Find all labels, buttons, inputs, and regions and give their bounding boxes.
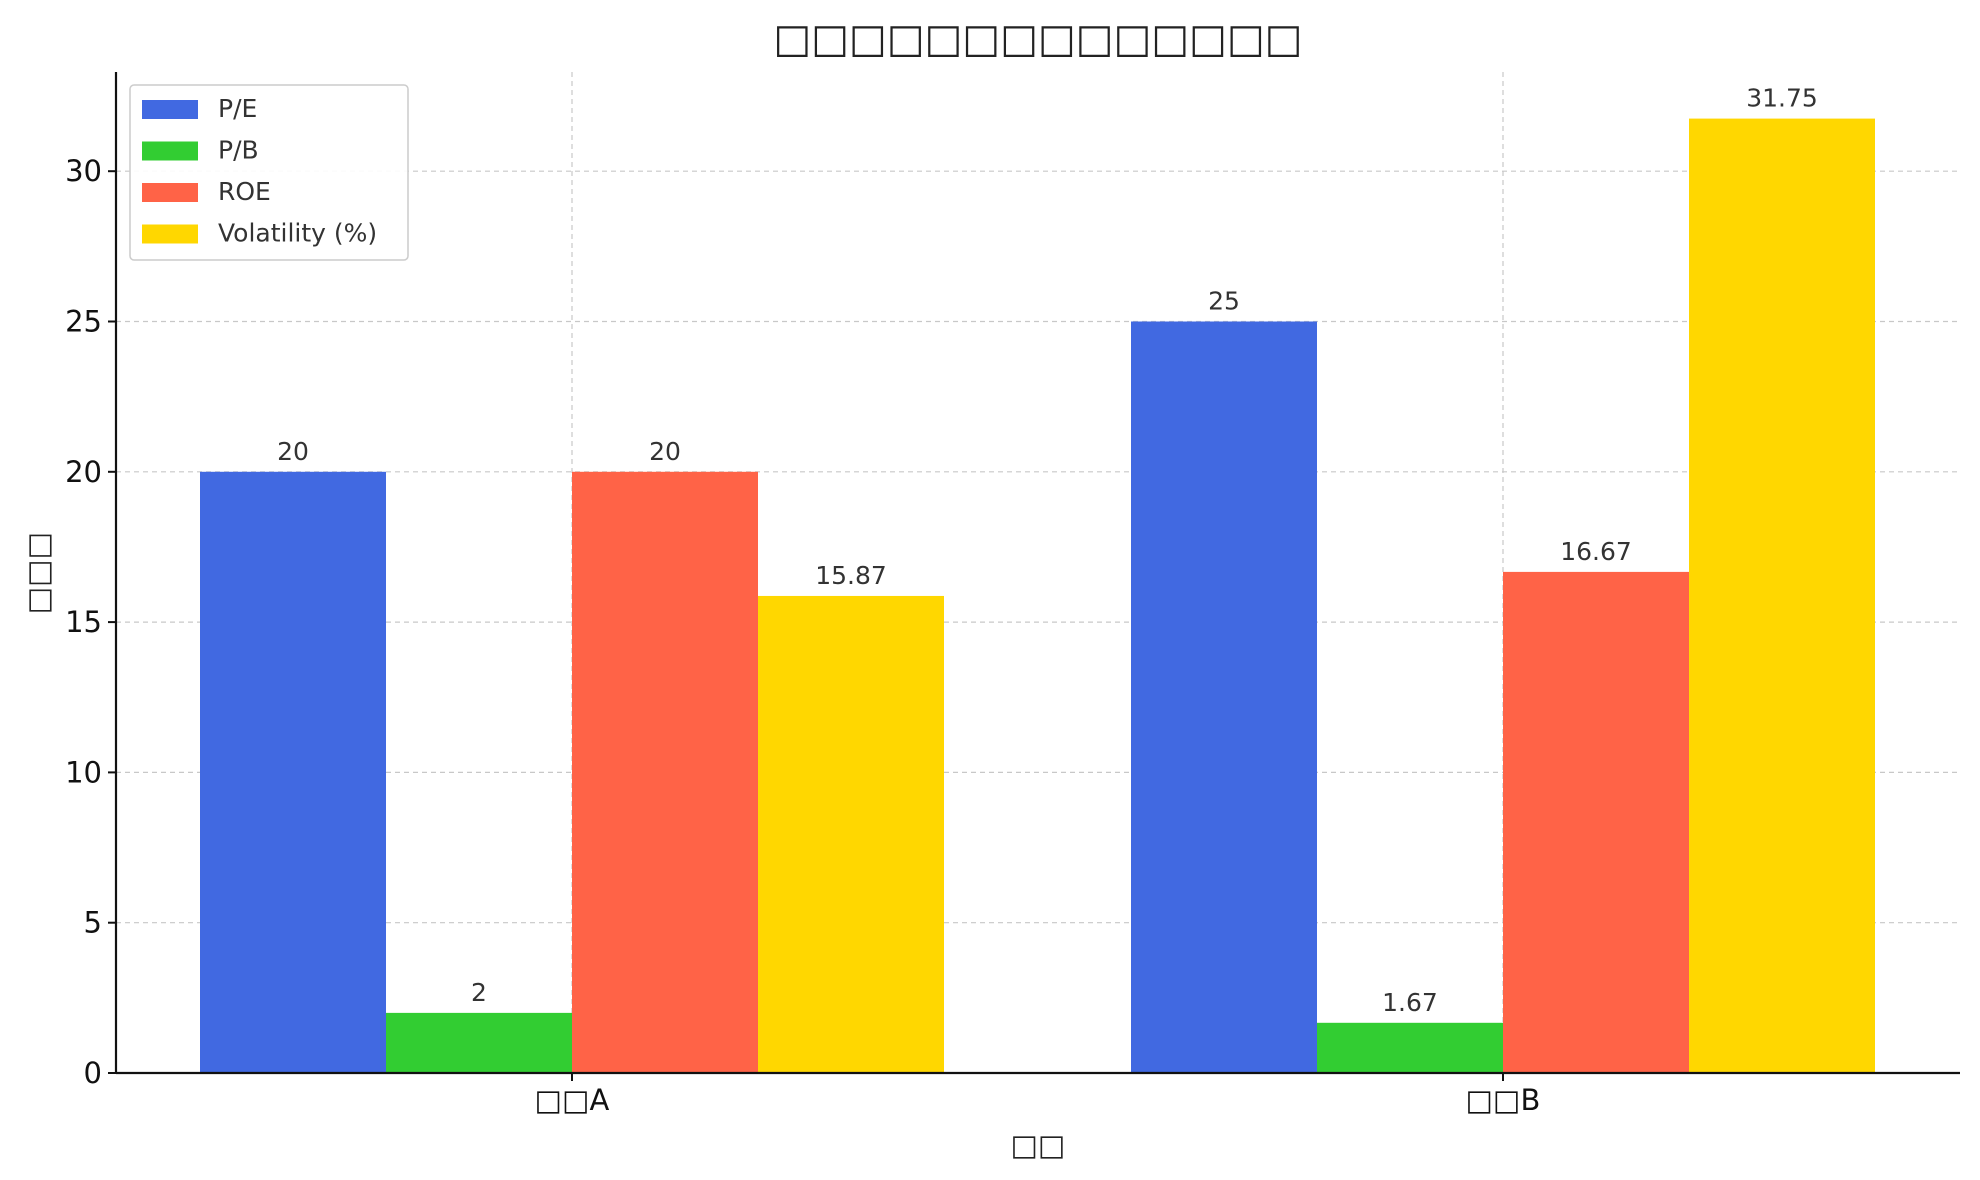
bar-value-label: 20 <box>649 437 681 466</box>
y-tick-label: 10 <box>65 755 102 789</box>
y-tick-label: 5 <box>84 906 102 940</box>
legend-swatch <box>142 224 198 244</box>
axes-layer: 0 5 10 15 20 25 30 □□A □□B <box>65 72 1960 1117</box>
bar-roe-2 <box>1503 571 1689 1073</box>
bar-value-label: 16.67 <box>1560 537 1632 566</box>
legend-label: Volatility (%) <box>218 219 377 248</box>
legend-swatch <box>142 141 198 161</box>
chart-title: □□□□□□□□□□□□□□ <box>773 16 1302 62</box>
y-tick-label: 0 <box>84 1056 102 1090</box>
bar-value-label: 1.67 <box>1382 988 1438 1017</box>
bars-layer <box>200 118 1875 1074</box>
legend-label: P/B <box>218 136 259 165</box>
legend-swatch <box>142 100 198 119</box>
bar-roe-1 <box>572 471 758 1073</box>
legend-label: P/E <box>218 94 257 123</box>
bar-volatility-2 <box>1689 118 1875 1074</box>
y-tick-label: 25 <box>65 304 102 338</box>
legend-label: ROE <box>218 177 271 206</box>
bar-p-e-2 <box>1131 321 1317 1073</box>
y-tick-label: 30 <box>65 154 102 188</box>
bar-value-label: 25 <box>1208 286 1240 315</box>
grid-layer <box>116 72 1960 1073</box>
y-tick-label: 20 <box>65 455 102 489</box>
x-tick-label: □□A <box>535 1083 610 1117</box>
legend-box <box>129 84 409 261</box>
y-tick-label: 15 <box>65 605 102 639</box>
value-labels-layer: 20 2 20 15.87 25 1.67 16.67 31.75 <box>277 84 1818 1017</box>
bar-value-label: 15.87 <box>815 561 887 590</box>
y-axis-label: □□□ <box>21 532 55 614</box>
x-axis-label: □□ <box>1011 1128 1066 1162</box>
bar-value-label: 20 <box>277 437 309 466</box>
bar-value-label: 31.75 <box>1746 84 1818 113</box>
x-tick-label: □□B <box>1466 1083 1541 1117</box>
legend-swatch <box>142 183 198 202</box>
bar-value-label: 2 <box>471 978 487 1007</box>
bar-volatility-1 <box>758 595 944 1073</box>
bar-p-b-1 <box>386 1012 572 1073</box>
bar-p-b-2 <box>1317 1022 1503 1073</box>
legend: P/E P/B ROE Volatility (%) <box>129 84 409 261</box>
bar-p-e-1 <box>200 471 386 1073</box>
